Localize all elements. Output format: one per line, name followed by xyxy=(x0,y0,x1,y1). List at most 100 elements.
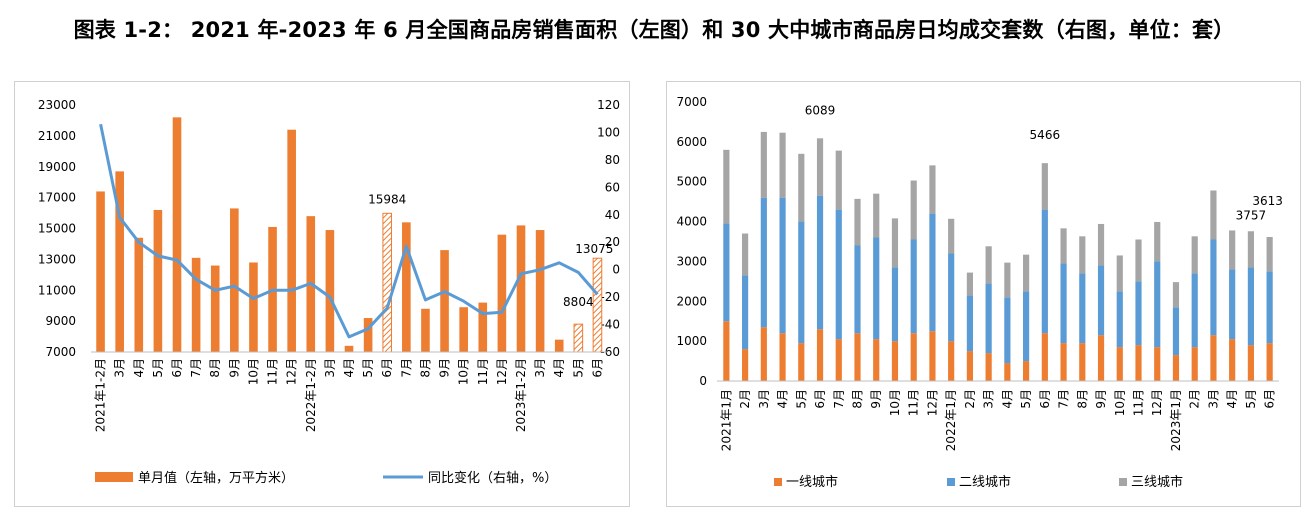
tier2-bar-segment xyxy=(742,275,749,350)
x-axis-category-label: 5月 xyxy=(571,358,585,378)
bar xyxy=(497,234,507,352)
x-axis-category-label: 3月 xyxy=(982,389,996,409)
x-axis-category-label: 3月 xyxy=(533,358,547,378)
x-axis-category-label: 6月 xyxy=(380,358,394,378)
data-label: 13075 xyxy=(575,242,613,256)
tier3-bar-segment xyxy=(1135,239,1142,282)
x-axis-category-label: 9月 xyxy=(869,389,883,409)
total-data-label: 5466 xyxy=(1030,128,1061,142)
x-axis-category-label: 6月 xyxy=(170,358,184,378)
left-axis-tick-label: 17000 xyxy=(38,191,76,205)
x-axis-category-label: 2月 xyxy=(963,389,977,409)
x-axis-category-label: 4月 xyxy=(342,358,356,378)
tier2-bar-segment xyxy=(1097,265,1105,336)
x-axis-category-label: 11月 xyxy=(1132,389,1146,416)
tier2-bar-segment xyxy=(723,223,730,322)
right-axis-tick-label: 20 xyxy=(605,235,620,249)
tier3-bar-segment xyxy=(1172,282,1180,308)
bar xyxy=(554,339,564,352)
x-axis-category-label: 10月 xyxy=(1113,389,1127,416)
right-axis-tick-label: -40 xyxy=(600,318,620,332)
tier1-bar-segment xyxy=(1041,333,1048,381)
legend-label: 二线城市 xyxy=(959,474,1011,490)
x-axis-category-label: 4月 xyxy=(1000,389,1014,409)
tier2-bar-segment xyxy=(873,237,880,340)
tier1-bar-segment xyxy=(723,321,730,381)
bar-hatched xyxy=(382,212,393,353)
x-axis-category-label: 12月 xyxy=(495,358,509,385)
tier3-bar-segment xyxy=(742,233,749,276)
x-axis-category-label: 6月 xyxy=(1263,389,1277,409)
x-axis-category-label: 5月 xyxy=(1244,389,1258,409)
tier3-bar-segment xyxy=(1060,228,1067,264)
tier2-bar-segment xyxy=(1210,239,1217,336)
tier2-bar-segment xyxy=(1135,281,1142,346)
right-axis-tick-label: -60 xyxy=(600,345,620,359)
y-axis-tick-label: 6000 xyxy=(676,135,707,149)
total-data-label: 3757 xyxy=(1236,208,1267,222)
bar xyxy=(230,208,239,352)
tier3-bar-segment xyxy=(835,150,842,210)
x-axis-category-label: 5月 xyxy=(361,358,375,378)
tier2-bar-segment xyxy=(1172,307,1180,356)
x-axis-category-label: 2021年1月 xyxy=(719,389,733,451)
left-axis-tick-label: 15000 xyxy=(38,222,76,236)
tier2-bar-segment xyxy=(1004,297,1011,364)
tier1-bar-segment xyxy=(1060,343,1067,381)
x-axis-category-label: 8月 xyxy=(418,358,432,378)
tier1-bar-segment xyxy=(910,333,917,381)
tier1-bar-segment xyxy=(1116,347,1123,381)
tier3-bar-segment xyxy=(948,218,955,254)
tier3-bar-segment xyxy=(854,198,861,246)
tier1-bar-segment xyxy=(1172,355,1180,381)
bar xyxy=(134,237,144,352)
x-axis-category-label: 5月 xyxy=(151,358,165,378)
x-axis-category-label: 6月 xyxy=(590,358,604,378)
bar xyxy=(153,209,163,352)
tier3-bar-segment xyxy=(1229,230,1236,270)
y-axis-tick-label: 4000 xyxy=(676,215,707,229)
x-axis-category-label: 3月 xyxy=(113,358,127,378)
bar xyxy=(344,345,354,352)
x-axis-category-label: 10月 xyxy=(888,389,902,416)
legend-swatch xyxy=(1119,478,1127,486)
tier2-bar-segment xyxy=(1023,291,1030,362)
right-chart-panel: 0 1000 2000 3000 4000 5000 6000 7000 6089 5466 375… xyxy=(666,81,1301,507)
tier3-bar-segment xyxy=(816,138,824,196)
tier3-bar-segment xyxy=(1004,262,1011,298)
left-axis-tick-label: 13000 xyxy=(38,252,76,266)
tier2-bar-segment xyxy=(779,197,786,334)
tier3-bar-segment xyxy=(760,131,767,198)
data-label: 8804 xyxy=(563,295,594,309)
x-axis-category-label: 7月 xyxy=(1057,389,1071,409)
left-axis-tick-label: 7000 xyxy=(45,345,76,359)
tier3-bar-segment xyxy=(910,180,917,240)
tier3-bar-segment xyxy=(1210,190,1217,240)
sales-area-chart: 7000 9000 11000 13000 15000 17000 19000 21000 23… xyxy=(38,98,620,486)
tier1-bar-segment xyxy=(816,329,824,381)
tier1-bar-segment xyxy=(891,341,899,381)
tier1-bar-segment xyxy=(1079,343,1086,381)
tier1-bar-segment xyxy=(966,351,973,381)
tier2-bar-segment xyxy=(1060,263,1067,344)
tier3-bar-segment xyxy=(1097,223,1105,266)
x-axis-category-label: 8月 xyxy=(1075,389,1089,409)
right-axis-tick-label: 60 xyxy=(605,180,620,194)
tier1-bar-segment xyxy=(1154,347,1161,381)
bar xyxy=(440,250,449,352)
tier1-bar-segment xyxy=(1023,361,1030,381)
tier1-bar-segment xyxy=(779,333,786,381)
tier2-bar-segment xyxy=(1079,273,1086,344)
tier2-bar-segment xyxy=(1041,209,1048,334)
bar xyxy=(363,318,373,352)
x-axis-category-label: 10月 xyxy=(246,358,260,385)
tier3-bar-segment xyxy=(723,149,730,224)
tier3-bar-segment xyxy=(891,218,899,268)
x-axis-category-label: 11月 xyxy=(907,389,921,416)
y-axis-tick-label: 2000 xyxy=(676,294,707,308)
bar-hatched xyxy=(573,323,584,353)
x-axis-category-label: 3月 xyxy=(323,358,337,378)
x-axis-category-label: 11月 xyxy=(476,358,490,385)
tier3-bar-segment xyxy=(873,193,880,238)
tier2-bar-segment xyxy=(891,267,899,342)
